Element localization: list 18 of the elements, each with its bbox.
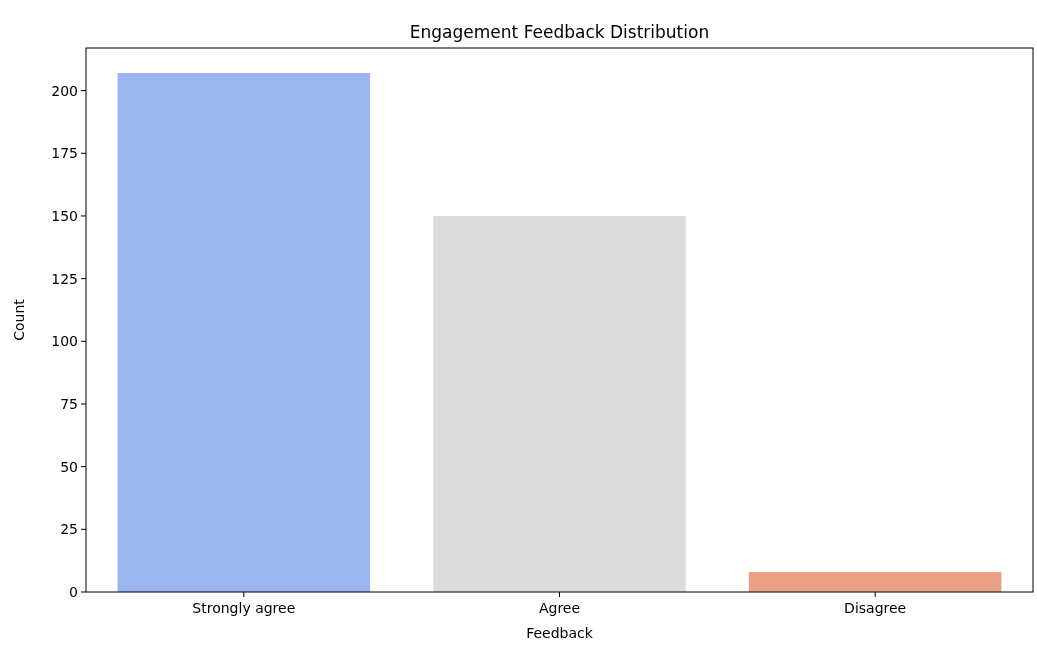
x-tick-label: Agree <box>538 600 581 616</box>
chart-title: Engagement Feedback Distribution <box>409 22 710 42</box>
bar <box>433 215 686 592</box>
bar <box>117 73 371 592</box>
x-tick-label: Strongly agree <box>192 600 296 616</box>
y-tick-label: 200 <box>51 82 78 99</box>
y-tick-label: 25 <box>60 521 78 538</box>
y-tick-label: 100 <box>51 333 78 350</box>
y-axis-title: Count <box>11 298 27 341</box>
bar <box>748 571 1002 592</box>
y-tick-label: 150 <box>51 207 78 224</box>
x-axis-title: Feedback <box>526 625 594 641</box>
x-tick-label: Disagree <box>844 600 907 616</box>
y-tick-label: 50 <box>60 458 78 475</box>
y-tick-label: 75 <box>60 395 78 412</box>
y-tick-label: 175 <box>51 145 78 162</box>
y-tick-label: 0 <box>69 583 78 600</box>
y-tick-label: 125 <box>51 270 78 287</box>
